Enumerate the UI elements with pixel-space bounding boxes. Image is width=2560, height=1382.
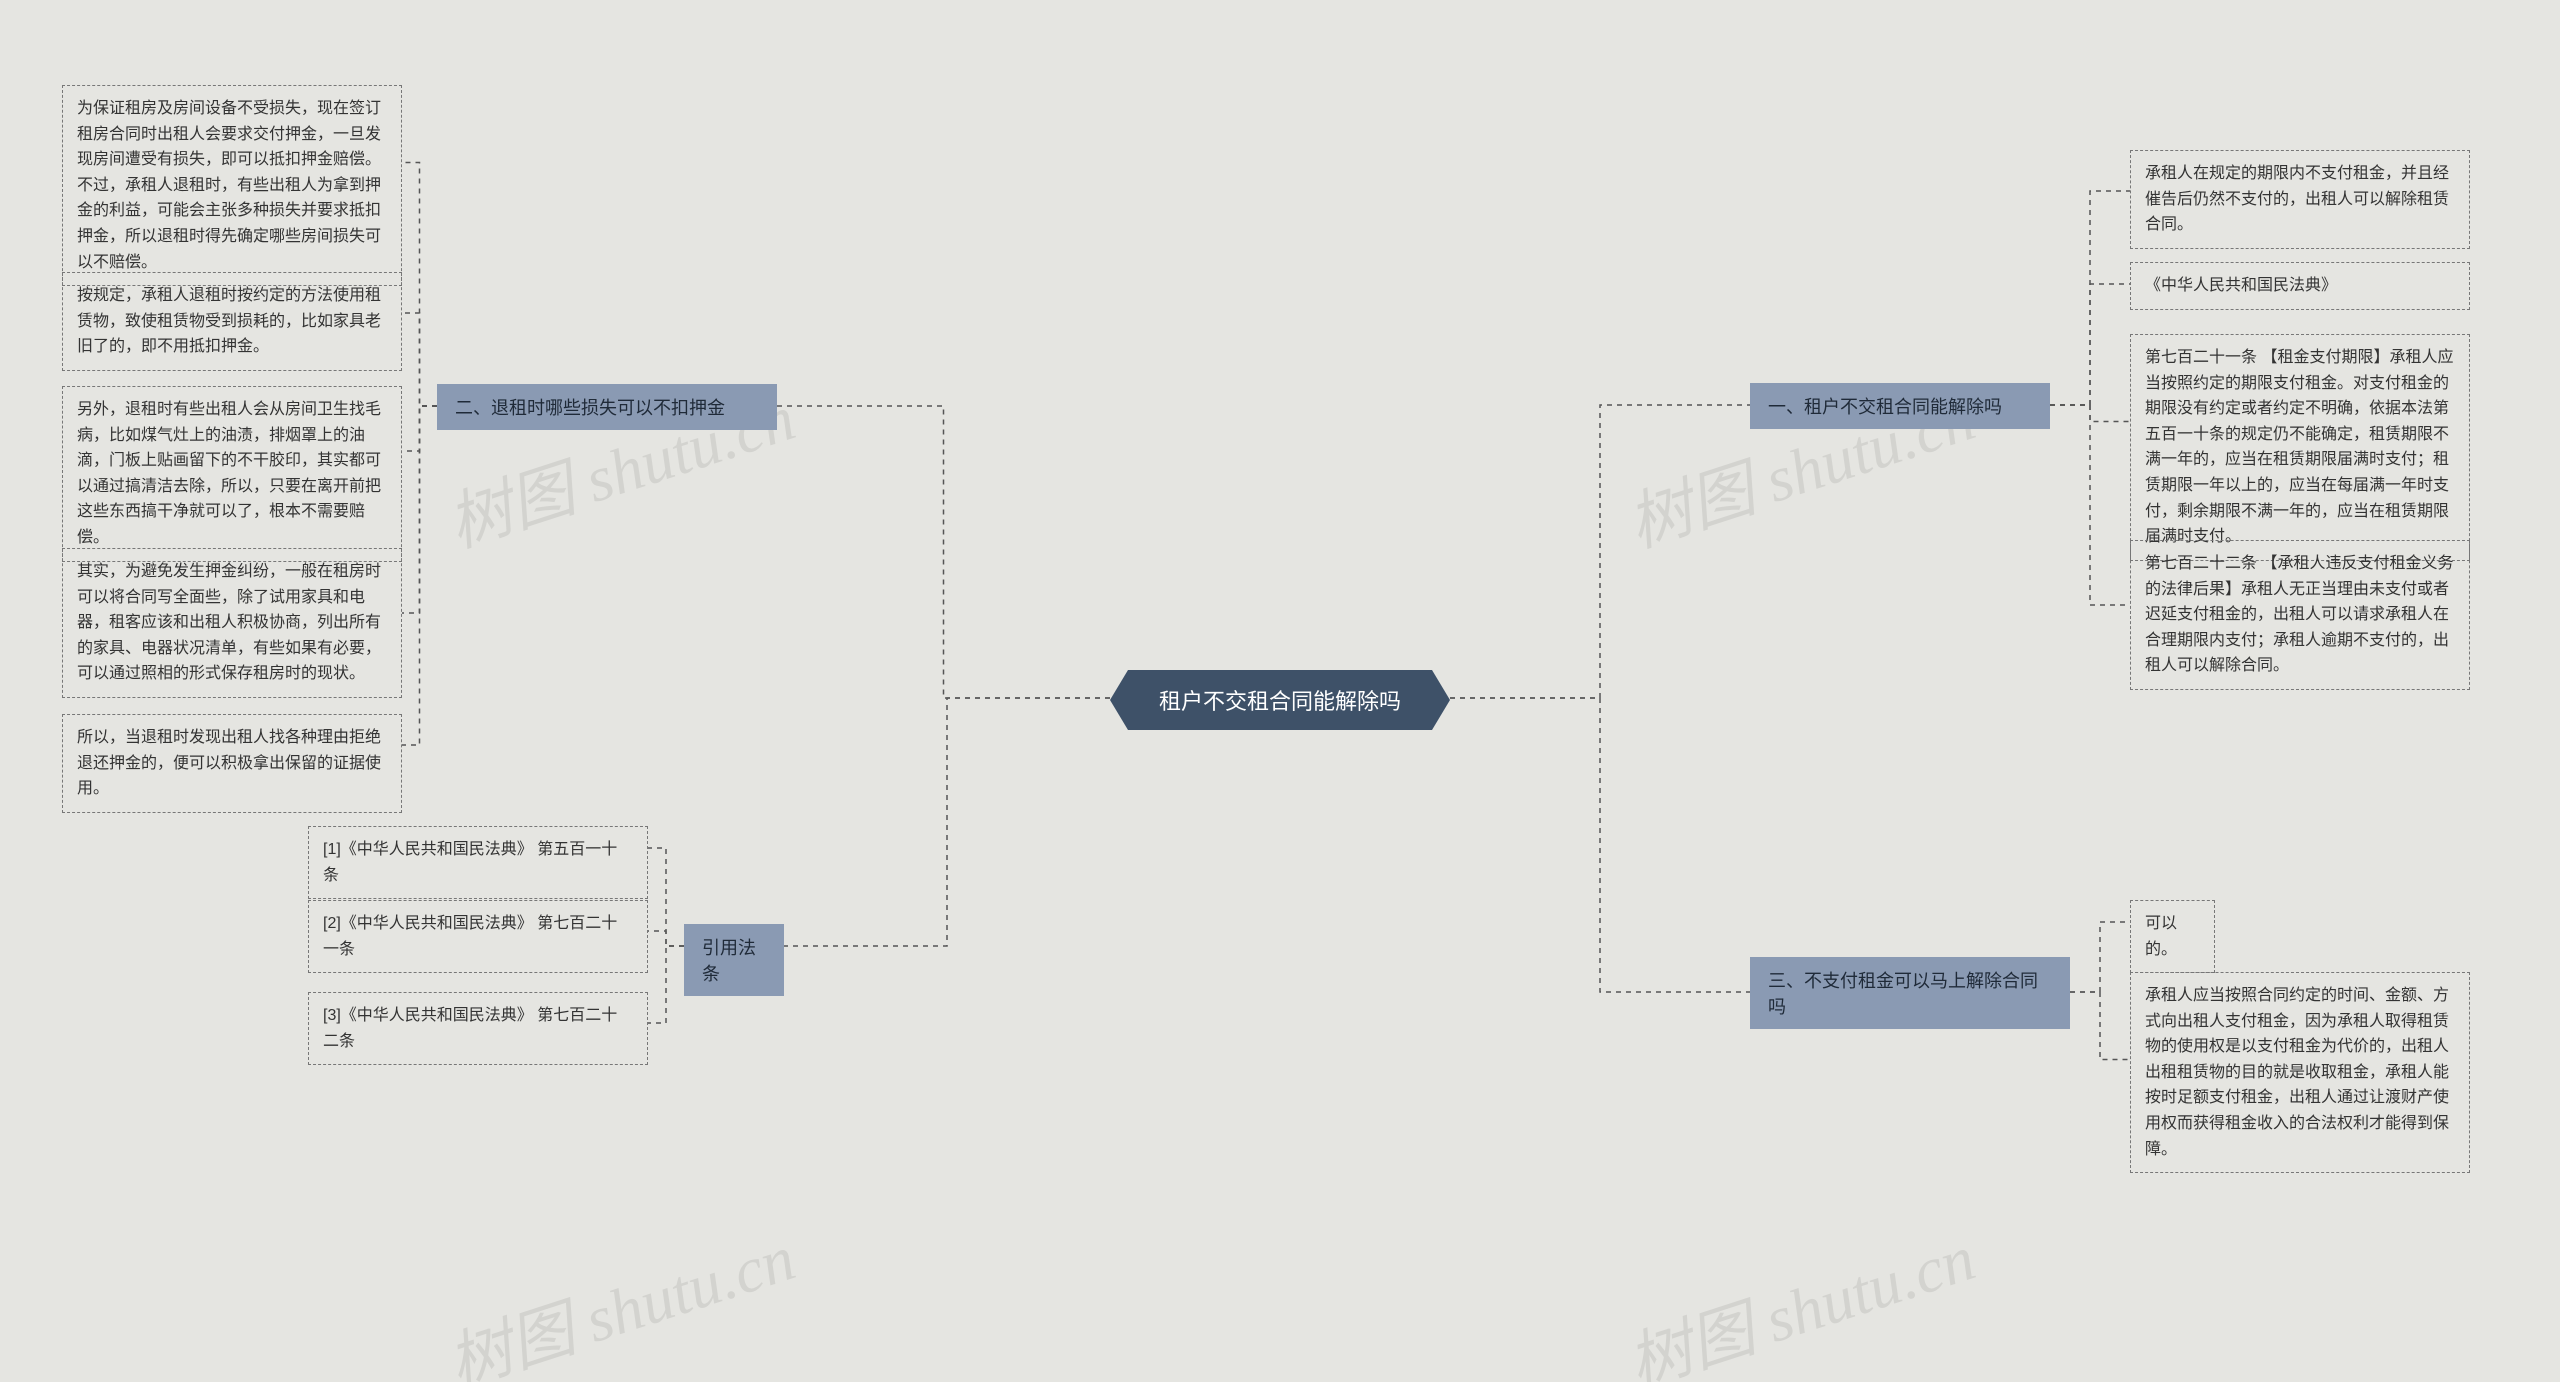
branch-node-citations: 引用法条 <box>684 924 784 996</box>
leaf-node: 所以，当退租时发现出租人找各种理由拒绝退还押金的，便可以积极拿出保留的证据使用。 <box>62 714 402 813</box>
leaf-node: 可以的。 <box>2130 900 2215 973</box>
branch-node-section2: 二、退租时哪些损失可以不扣押金 <box>437 384 777 430</box>
leaf-node: 另外，退租时有些出租人会从房间卫生找毛病，比如煤气灶上的油渍，排烟罩上的油滴，门… <box>62 386 402 562</box>
watermark: 树图 shutu.cn <box>1615 1207 1985 1382</box>
leaf-node: 为保证租房及房间设备不受损失，现在签订租房合同时出租人会要求交付押金，一旦发现房… <box>62 85 402 286</box>
leaf-node: 第七百二十二条 【承租人违反支付租金义务的法律后果】承租人无正当理由未支付或者迟… <box>2130 540 2470 690</box>
leaf-node: 承租人应当按照合同约定的时间、金额、方式向出租人支付租金，因为承租人取得租赁物的… <box>2130 972 2470 1173</box>
branch-node-section1: 一、租户不交租合同能解除吗 <box>1750 383 2050 429</box>
watermark: 树图 shutu.cn <box>435 1207 805 1382</box>
leaf-node: [3]《中华人民共和国民法典》 第七百二十二条 <box>308 992 648 1065</box>
mindmap-root: 租户不交租合同能解除吗 <box>1110 670 1450 730</box>
leaf-node: 承租人在规定的期限内不支付租金，并且经催告后仍然不支付的，出租人可以解除租赁合同… <box>2130 150 2470 249</box>
leaf-node: 第七百二十一条 【租金支付期限】承租人应当按照约定的期限支付租金。对支付租金的期… <box>2130 334 2470 561</box>
leaf-node: 《中华人民共和国民法典》 <box>2130 262 2470 310</box>
leaf-node: 按规定，承租人退租时按约定的方法使用租赁物，致使租赁物受到损耗的，比如家具老旧了… <box>62 272 402 371</box>
leaf-node: [1]《中华人民共和国民法典》 第五百一十条 <box>308 826 648 899</box>
leaf-node: 其实，为避免发生押金纠纷，一般在租房时可以将合同写全面些，除了试用家具和电器，租… <box>62 548 402 698</box>
branch-node-section3: 三、不支付租金可以马上解除合同吗 <box>1750 957 2070 1029</box>
leaf-node: [2]《中华人民共和国民法典》 第七百二十一条 <box>308 900 648 973</box>
